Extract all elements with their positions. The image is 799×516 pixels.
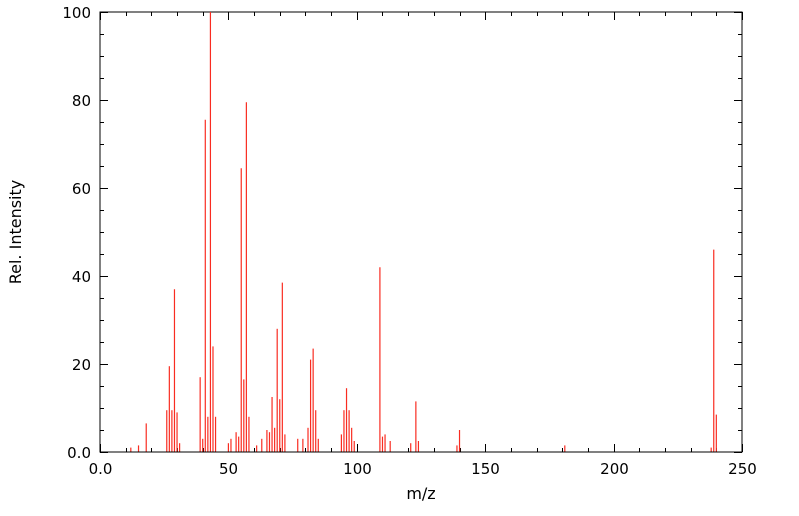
- plot-border: [99, 11, 743, 453]
- x-tick-label: 200: [600, 460, 629, 478]
- y-tick-label: 40: [72, 268, 91, 286]
- tick-labels: 0.0 50 100 150 200 250 0.0 20 40 60 80 100: [62, 4, 756, 478]
- y-axis-title: Rel. Intensity: [6, 180, 25, 285]
- y-tick-label: 80: [72, 92, 91, 110]
- x-tick-label: 250: [728, 460, 757, 478]
- spectrum-peaks: [130, 12, 717, 452]
- y-tick-label: 20: [72, 356, 91, 374]
- x-tick-label: 0.0: [89, 460, 113, 478]
- x-tick-label: 100: [343, 460, 372, 478]
- y-tick-label: 100: [62, 4, 91, 22]
- plot-frame: [99, 11, 743, 453]
- x-tick-label: 150: [471, 460, 500, 478]
- y-tick-label: 0.0: [67, 444, 91, 462]
- y-tick-label: 60: [72, 180, 91, 198]
- x-tick-label: 50: [219, 460, 238, 478]
- axis-ticks: [100, 12, 743, 453]
- x-axis-title: m/z: [406, 484, 435, 503]
